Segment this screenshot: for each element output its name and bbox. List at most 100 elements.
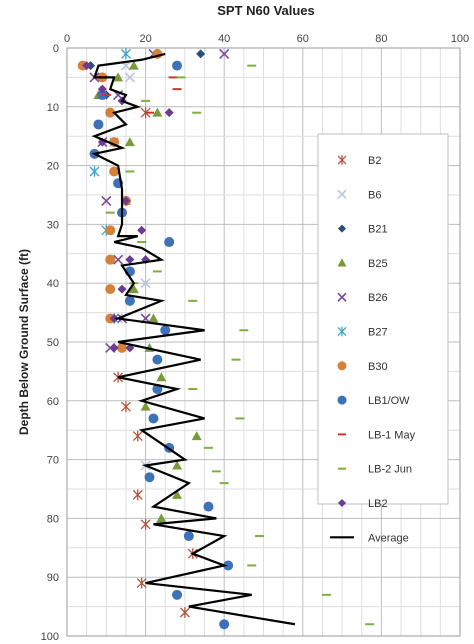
series-b30-point: [105, 107, 116, 118]
series-b25-point: [140, 401, 151, 411]
x-tick-label: 100: [451, 33, 469, 45]
y-tick-labels: 0 10 20 30 40 50 60 70 80 90 100: [41, 43, 59, 643]
x-tick-label: 80: [375, 33, 387, 45]
legend-swatch: [337, 498, 347, 508]
legend-item-lb-1-may: LB-1 May: [337, 429, 416, 441]
y-tick-label: 80: [47, 513, 59, 525]
series-lb2-point: [137, 225, 147, 235]
series-average: [91, 52, 296, 626]
series-b30-point: [105, 284, 116, 295]
x-tick-labels: 0 20 40 60 80 100: [64, 33, 469, 45]
legend-swatch: [337, 292, 347, 302]
series-b25-point: [152, 107, 163, 117]
legend-label: B30: [368, 361, 388, 373]
series-lb-1-may: [101, 76, 182, 114]
series-b2-point: [120, 401, 131, 413]
series-b30-point: [117, 342, 128, 353]
series-b2-point: [136, 577, 147, 589]
series-b30-point: [109, 166, 120, 177]
y-axis-label: Depth Below Ground Surface (ft): [17, 249, 31, 435]
series-b25-point: [128, 284, 139, 294]
legend-item-b21: B21: [337, 224, 388, 236]
series-b30: [77, 48, 163, 353]
legend-item-lb-2-jun: LB-2 Jun: [337, 464, 412, 476]
series-b25-point: [191, 431, 202, 441]
y-tick-label: 0: [53, 43, 59, 55]
series-lb2-point: [82, 61, 92, 71]
legend-label: B25: [368, 258, 388, 270]
legend-swatch: [337, 189, 347, 199]
series-b26-point: [113, 254, 124, 265]
series-b25-point: [128, 60, 139, 70]
series-average-line: [91, 52, 296, 626]
series-lb2: [82, 61, 174, 353]
series-b25-point: [124, 137, 135, 147]
series-b26-point: [219, 48, 230, 59]
y-tick-label: 70: [47, 455, 59, 467]
series-b25-point: [172, 460, 183, 470]
plot-frame: [66, 47, 461, 637]
series-lb1-ow-point: [148, 413, 159, 424]
legend-label: B26: [368, 292, 388, 304]
y-tick-label: 100: [41, 631, 59, 643]
series-b6-point: [140, 278, 151, 289]
legend-item-lb2: LB2: [337, 498, 388, 510]
series-lb1-ow-point: [172, 589, 183, 600]
legend-item-b2: B2: [337, 155, 381, 167]
series-b25-point: [113, 72, 124, 82]
legend-label: LB1/OW: [368, 395, 410, 407]
legend-swatch: [337, 155, 347, 165]
series-b2-point: [140, 518, 151, 530]
legend-item-b26: B26: [337, 292, 388, 304]
series-b27-point: [120, 48, 131, 60]
series-lb2-point: [121, 196, 131, 206]
legend-label: B2: [368, 155, 381, 167]
legend: B2 B6 B21 B25 B26 B27 B30 LB1/OW LB-1 May LB-2 Ju…: [317, 133, 449, 544]
legend-label: B6: [368, 189, 381, 201]
series-lb1-ow-point: [93, 119, 104, 130]
y-tick-label: 20: [47, 161, 59, 173]
y-tick-label: 60: [47, 396, 59, 408]
series-lb2-point: [97, 84, 107, 94]
series-b6-point: [124, 72, 135, 83]
legend-label: LB2: [368, 498, 388, 510]
x-tick-label: 0: [64, 33, 70, 45]
series-lb2-point: [125, 255, 135, 265]
series-b25-point: [156, 372, 167, 382]
legend-item-b30: B30: [337, 361, 388, 373]
legend-item-b25: B25: [337, 258, 388, 270]
series-b25-point: [148, 313, 159, 323]
series-lb1-ow-point: [160, 325, 171, 336]
series-lb2-point: [164, 108, 174, 118]
series-b25-point: [172, 489, 183, 499]
series-lb1-ow-point: [219, 619, 230, 630]
legend-swatch: [337, 326, 347, 337]
legend-swatch: [337, 361, 347, 371]
x-tick-label: 40: [218, 33, 230, 45]
series-lb1-ow-point: [223, 560, 234, 571]
legend-label: B27: [368, 327, 388, 339]
series-b21-point: [196, 49, 206, 59]
series-b2-point: [132, 430, 143, 442]
legend-item-b6: B6: [337, 189, 381, 201]
data-series: [77, 48, 375, 630]
series-lb-2-jun: [105, 64, 375, 626]
legend-swatch: [337, 224, 347, 233]
series-b30-point: [105, 254, 116, 265]
series-lb2-point: [117, 284, 127, 294]
series-b30-point: [105, 225, 116, 236]
series-b2-point: [179, 607, 190, 618]
y-tick-label: 50: [47, 337, 59, 349]
series-b26: [89, 48, 230, 353]
legend-label: LB-1 May: [368, 429, 416, 441]
chart-title: SPT N60 Values: [217, 3, 315, 18]
legend-label: Average: [368, 532, 409, 544]
legend-item-average: Average: [330, 532, 409, 544]
series-lb1-ow-point: [183, 531, 194, 542]
legend-label: B21: [368, 224, 388, 236]
y-tick-label: 10: [47, 102, 59, 114]
x-tick-label: 60: [297, 33, 309, 45]
series-lb1-ow-point: [144, 472, 155, 483]
series-lb2-point: [109, 313, 119, 323]
